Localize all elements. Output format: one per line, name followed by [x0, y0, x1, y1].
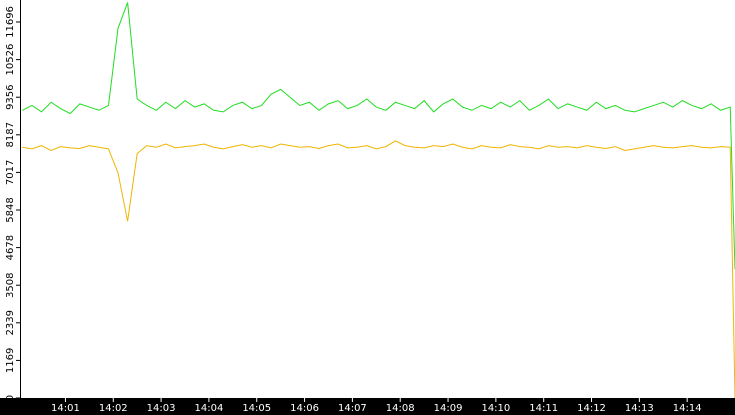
x-tick-label: 14:09 [434, 403, 463, 414]
series-line [22, 2, 735, 270]
x-axis-band [0, 398, 735, 415]
x-tick-label: 14:10 [481, 403, 510, 414]
x-tick-label: 14:03 [147, 403, 176, 414]
y-tick-label: 11696 [5, 6, 16, 38]
y-tick-label: 2339 [5, 310, 16, 335]
y-tick-label: 0 [5, 395, 16, 401]
x-tick-label: 14:07 [338, 403, 367, 414]
y-tick-label: 7017 [5, 160, 16, 185]
y-tick-label: 1169 [5, 348, 16, 373]
x-tick-label: 14:11 [529, 403, 558, 414]
x-tick-label: 14:14 [673, 403, 702, 414]
y-tick-label: 3508 [5, 272, 16, 297]
y-tick-label: 9356 [5, 84, 16, 109]
x-tick-label: 14:06 [290, 403, 319, 414]
y-tick-label: 10526 [5, 44, 16, 76]
x-tick-label: 14:12 [577, 403, 606, 414]
x-tick-label: 14:05 [242, 403, 271, 414]
x-tick-label: 14:04 [194, 403, 223, 414]
x-tick-label: 14:08 [386, 403, 415, 414]
x-tick-label: 14:01 [51, 403, 80, 414]
x-tick-label: 14:02 [99, 403, 128, 414]
y-tick-label: 4678 [5, 235, 16, 260]
y-tick-label: 5848 [5, 197, 16, 222]
x-tick-label: 14:13 [625, 403, 654, 414]
series-line [22, 140, 735, 399]
y-tick-label: 8187 [5, 122, 16, 147]
